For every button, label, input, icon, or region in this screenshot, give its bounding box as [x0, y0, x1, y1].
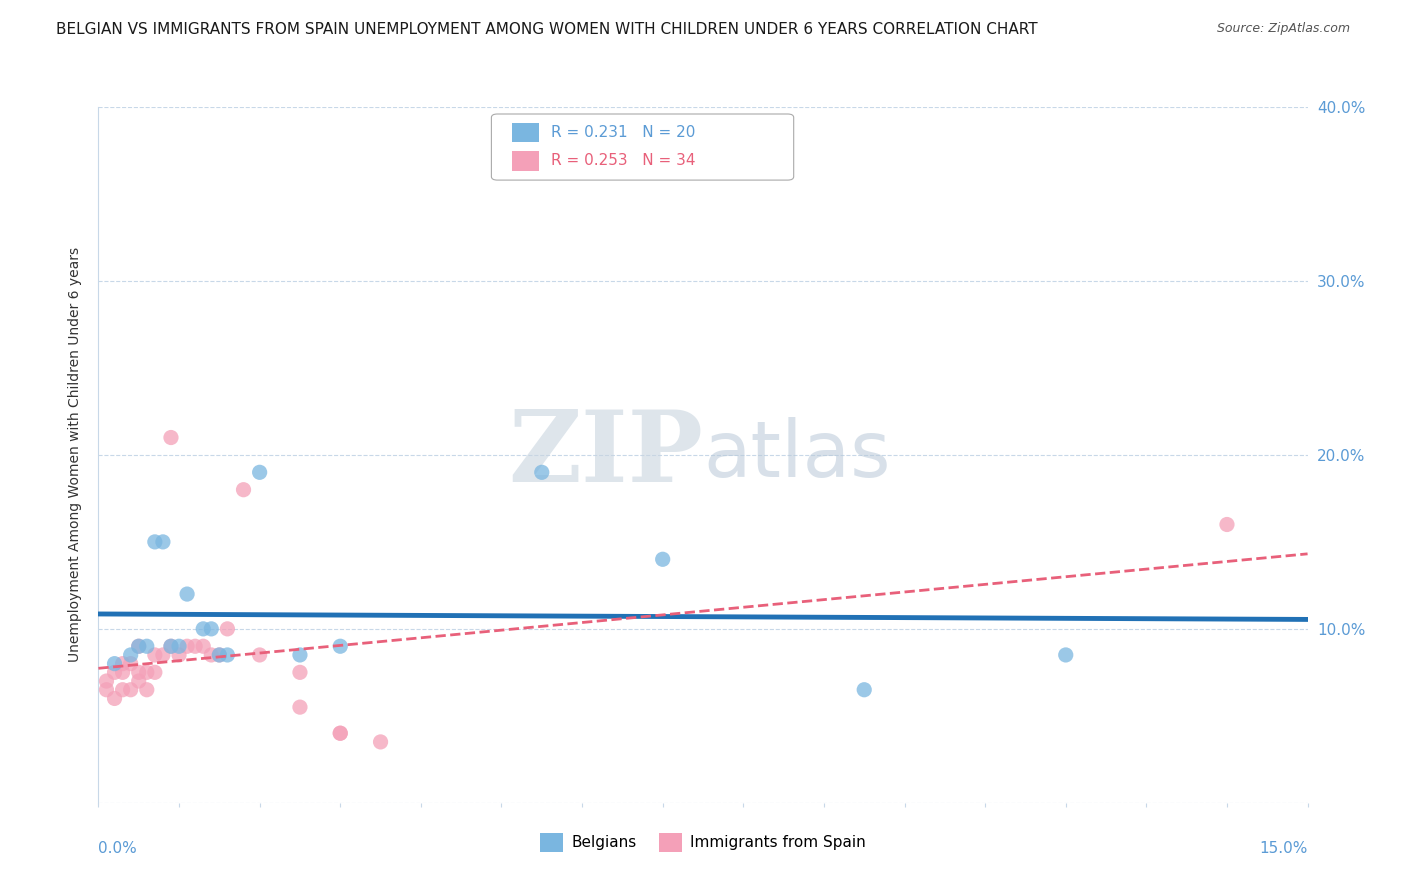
Point — [143, 534, 166, 549]
Point — [200, 622, 222, 636]
Point — [530, 466, 553, 480]
Point — [249, 466, 271, 480]
Point — [232, 483, 254, 497]
FancyBboxPatch shape — [512, 152, 538, 170]
Point — [96, 674, 118, 689]
Point — [120, 657, 142, 671]
Point — [103, 657, 125, 671]
Point — [135, 665, 157, 680]
Point — [329, 726, 352, 740]
Point — [184, 639, 207, 653]
Point — [288, 665, 311, 680]
Point — [103, 691, 125, 706]
Point — [143, 648, 166, 662]
Point — [128, 665, 150, 680]
Point — [160, 639, 183, 653]
Point — [176, 587, 198, 601]
Text: R = 0.253   N = 34: R = 0.253 N = 34 — [551, 153, 695, 169]
Point — [288, 700, 311, 714]
Point — [96, 682, 118, 697]
Point — [217, 622, 239, 636]
Y-axis label: Unemployment Among Women with Children Under 6 years: Unemployment Among Women with Children U… — [69, 247, 83, 663]
Point — [111, 657, 134, 671]
Point — [167, 648, 190, 662]
Point — [135, 639, 157, 653]
Point — [135, 682, 157, 697]
Point — [128, 639, 150, 653]
Point — [103, 665, 125, 680]
Text: 15.0%: 15.0% — [1260, 841, 1308, 856]
Point — [152, 648, 174, 662]
Point — [167, 639, 190, 653]
Point — [193, 622, 215, 636]
Point — [217, 648, 239, 662]
Point — [120, 682, 142, 697]
Point — [128, 639, 150, 653]
Text: R = 0.231   N = 20: R = 0.231 N = 20 — [551, 125, 695, 140]
Point — [208, 648, 231, 662]
Legend: Belgians, Immigrants from Spain: Belgians, Immigrants from Spain — [534, 827, 872, 858]
Text: BELGIAN VS IMMIGRANTS FROM SPAIN UNEMPLOYMENT AMONG WOMEN WITH CHILDREN UNDER 6 : BELGIAN VS IMMIGRANTS FROM SPAIN UNEMPLO… — [56, 22, 1038, 37]
Text: atlas: atlas — [703, 417, 890, 493]
Point — [370, 735, 392, 749]
FancyBboxPatch shape — [512, 123, 538, 143]
Point — [160, 431, 183, 445]
FancyBboxPatch shape — [492, 114, 793, 180]
Point — [111, 665, 134, 680]
Point — [200, 648, 222, 662]
Point — [651, 552, 673, 566]
Text: 0.0%: 0.0% — [98, 841, 138, 856]
Text: ZIP: ZIP — [508, 407, 703, 503]
Point — [152, 534, 174, 549]
Point — [128, 674, 150, 689]
Point — [111, 682, 134, 697]
Point — [193, 639, 215, 653]
Point — [329, 639, 352, 653]
Point — [1216, 517, 1239, 532]
Point — [143, 665, 166, 680]
Point — [288, 648, 311, 662]
Point — [853, 682, 876, 697]
Point — [208, 648, 231, 662]
Text: Source: ZipAtlas.com: Source: ZipAtlas.com — [1216, 22, 1350, 36]
Point — [329, 726, 352, 740]
Point — [160, 639, 183, 653]
Point — [120, 648, 142, 662]
Point — [1054, 648, 1077, 662]
Point — [249, 648, 271, 662]
Point — [176, 639, 198, 653]
